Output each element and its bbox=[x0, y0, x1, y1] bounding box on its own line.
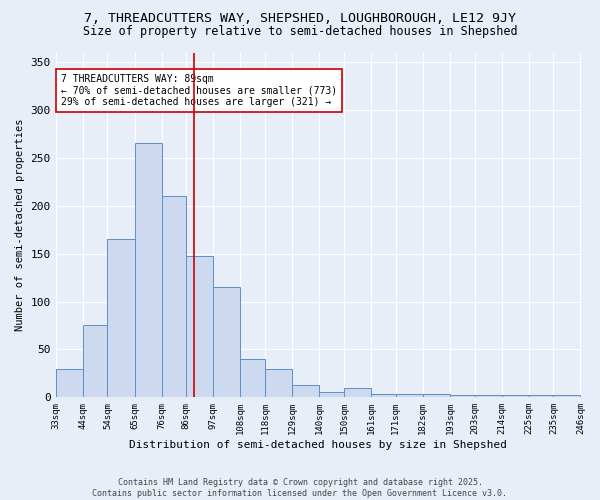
Text: 7, THREADCUTTERS WAY, SHEPSHED, LOUGHBOROUGH, LE12 9JY: 7, THREADCUTTERS WAY, SHEPSHED, LOUGHBOR… bbox=[84, 12, 516, 26]
Bar bbox=[395, 394, 423, 398]
Bar bbox=[56, 368, 83, 398]
Bar bbox=[450, 396, 475, 398]
Bar bbox=[553, 396, 580, 398]
Bar bbox=[214, 287, 241, 398]
Bar bbox=[107, 240, 134, 398]
Bar bbox=[265, 368, 292, 398]
Bar bbox=[371, 394, 395, 398]
Bar bbox=[292, 385, 319, 398]
Bar bbox=[134, 144, 161, 398]
Bar bbox=[186, 256, 214, 398]
Bar bbox=[502, 396, 529, 398]
Bar bbox=[319, 392, 344, 398]
Bar bbox=[83, 326, 107, 398]
Y-axis label: Number of semi-detached properties: Number of semi-detached properties bbox=[15, 118, 25, 331]
Bar bbox=[529, 396, 553, 398]
Bar bbox=[344, 388, 371, 398]
Text: Size of property relative to semi-detached houses in Shepshed: Size of property relative to semi-detach… bbox=[83, 25, 517, 38]
Bar bbox=[423, 394, 450, 398]
Text: 7 THREADCUTTERS WAY: 89sqm
← 70% of semi-detached houses are smaller (773)
29% o: 7 THREADCUTTERS WAY: 89sqm ← 70% of semi… bbox=[61, 74, 337, 107]
Bar bbox=[241, 359, 265, 398]
Bar bbox=[161, 196, 186, 398]
Text: Contains HM Land Registry data © Crown copyright and database right 2025.
Contai: Contains HM Land Registry data © Crown c… bbox=[92, 478, 508, 498]
X-axis label: Distribution of semi-detached houses by size in Shepshed: Distribution of semi-detached houses by … bbox=[129, 440, 507, 450]
Bar bbox=[475, 396, 502, 398]
